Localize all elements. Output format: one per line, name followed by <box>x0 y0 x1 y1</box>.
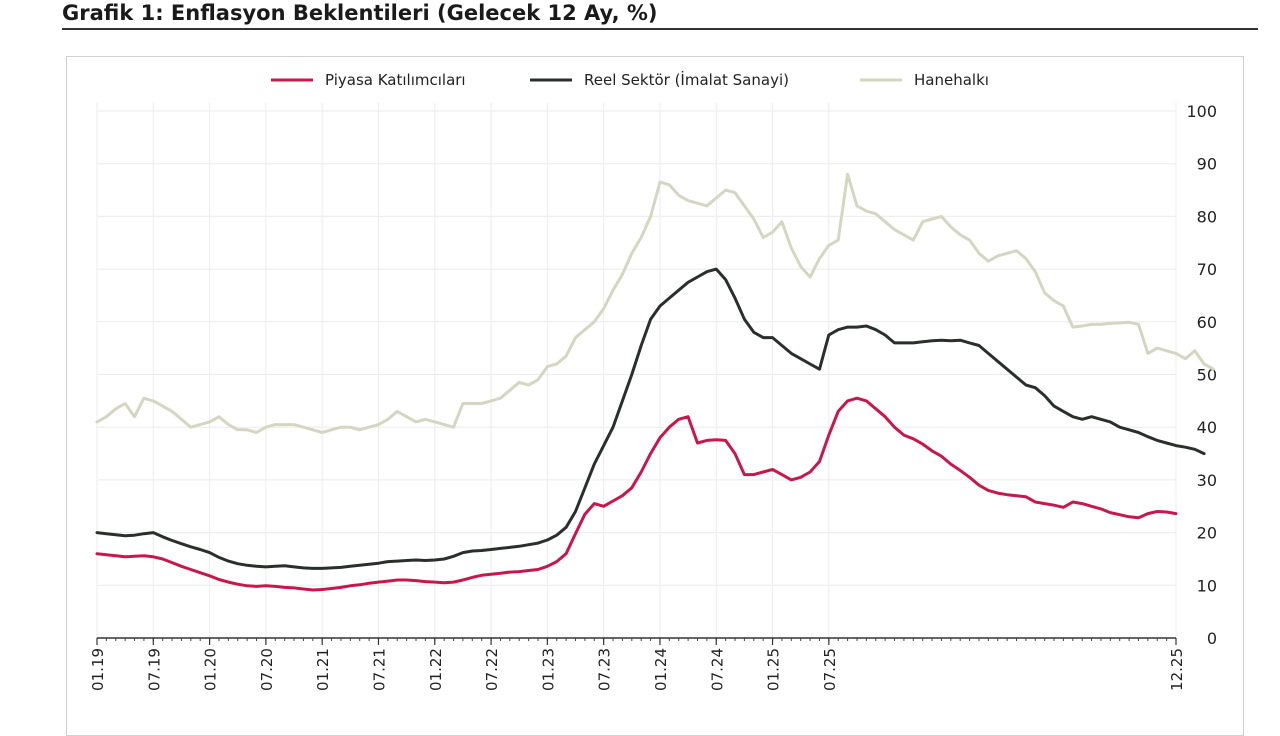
x-tick-label: 07.22 <box>483 648 501 691</box>
title-underline <box>62 28 1258 30</box>
y-tick-label: 100 <box>1186 102 1217 121</box>
x-tick-label: 07.24 <box>708 648 726 691</box>
y-tick-label: 50 <box>1197 366 1217 385</box>
chart-title: Grafik 1: Enflasyon Beklentileri (Gelece… <box>62 1 658 25</box>
x-tick-label: 01.25 <box>765 648 783 691</box>
y-tick-label: 30 <box>1197 471 1217 490</box>
inflation-expectations-chart: 01.19 07.19 01.20 07.20 01.21 07.21 01.22 07.22… <box>89 70 1217 691</box>
x-tick-label: 01.23 <box>539 648 557 691</box>
y-tick-label: 20 <box>1197 524 1217 543</box>
x-tick-label: 01.20 <box>202 648 220 691</box>
y-tick-label: 80 <box>1197 207 1217 226</box>
y-tick-label: 10 <box>1197 576 1217 595</box>
series-line <box>95 396 1178 592</box>
series-lines <box>95 172 1215 592</box>
series-line <box>95 267 1206 570</box>
legend-label: Hanehalkı <box>914 71 989 89</box>
y-tick-label: 70 <box>1197 260 1217 279</box>
y-tick-label: 90 <box>1197 155 1217 174</box>
x-tick-label: 01.24 <box>652 648 670 691</box>
x-tick-label: 07.19 <box>145 648 163 691</box>
x-tick-label: 01.22 <box>427 648 445 691</box>
series-line <box>95 172 1215 434</box>
x-tick-label: 07.20 <box>258 648 276 691</box>
legend-label: Reel Sektör (İmalat Sanayi) <box>584 70 789 89</box>
y-axis: 0 10 20 30 40 50 60 70 80 90 100 <box>1186 102 1217 648</box>
x-tick-label: 07.23 <box>596 648 614 691</box>
x-tick-label: 01.19 <box>89 648 107 691</box>
grid-lines <box>96 103 1177 639</box>
legend-label: Piyasa Katılımcıları <box>325 71 466 89</box>
x-axis: 01.19 07.19 01.20 07.20 01.21 07.21 01.22 07.22… <box>89 637 1186 691</box>
y-tick-label: 60 <box>1197 313 1217 332</box>
y-tick-label: 0 <box>1207 629 1217 648</box>
x-tick-label: 07.21 <box>370 648 388 691</box>
x-tick-label: 01.21 <box>314 648 332 691</box>
y-tick-label: 40 <box>1197 418 1217 437</box>
x-tick-label: 07.25 <box>821 648 839 691</box>
legend: Piyasa Katılımcıları Reel Sektör (İmalat … <box>271 70 989 89</box>
x-tick-label: 12.25 <box>1168 648 1186 691</box>
